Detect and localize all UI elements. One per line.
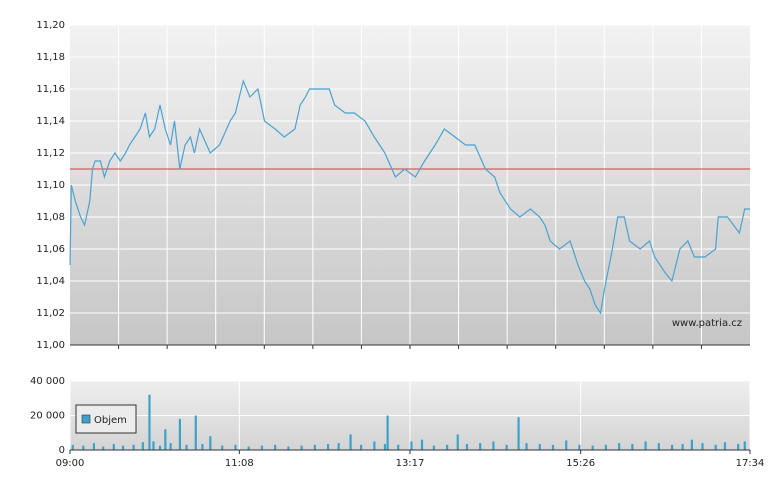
volume-bar: [92, 443, 96, 450]
volume-bar: [326, 443, 330, 450]
volume-bar: [618, 443, 621, 450]
volume-bar: [185, 444, 188, 450]
y-tick-label: 11,00: [36, 340, 65, 351]
volume-bar: [591, 445, 594, 450]
y-tick-label: 11,08: [36, 212, 65, 223]
volume-bar: [234, 444, 237, 450]
x-tick-label: 15:26: [566, 458, 595, 469]
volume-bar: [194, 415, 197, 450]
volume-bar: [82, 445, 85, 450]
volume-bar: [525, 443, 528, 450]
volume-bar: [169, 443, 172, 450]
x-tick-label: 17:34: [736, 458, 765, 469]
volume-bar: [373, 441, 376, 450]
volume-bar: [670, 444, 674, 450]
volume-bar: [313, 444, 316, 450]
volume-bar: [644, 441, 647, 450]
x-tick-label: 13:17: [396, 458, 425, 469]
legend-swatch: [81, 414, 91, 424]
volume-bar: [701, 443, 704, 450]
volume-bar: [112, 443, 115, 450]
volume-bar: [723, 442, 727, 450]
volume-bar: [158, 445, 162, 450]
y-tick-label: 11,10: [36, 180, 65, 191]
y-tick-label: 20 000: [30, 411, 65, 422]
volume-bar: [538, 443, 541, 450]
volume-bar: [141, 442, 144, 450]
volume-bar: [420, 439, 424, 450]
y-tick-label: 11,18: [36, 52, 65, 63]
y-tick-label: 0: [59, 445, 65, 456]
price-line: [69, 79, 750, 315]
volume-bar: [551, 444, 555, 450]
y-tick-label: 40 000: [30, 376, 65, 387]
volume-bar: [690, 439, 693, 450]
volume-bar: [209, 436, 212, 450]
volume-bar: [383, 443, 387, 450]
volume-bar: [148, 394, 151, 450]
y-tick-label: 11,14: [36, 116, 65, 127]
volume-bar: [274, 444, 277, 450]
volume-bar: [465, 443, 469, 450]
volume-bar: [492, 441, 495, 450]
volume-bar: [221, 445, 224, 450]
y-tick-label: 11,16: [36, 84, 65, 95]
volume-bar: [505, 444, 508, 450]
y-tick-label: 11,02: [36, 308, 65, 319]
volume-bar: [178, 418, 182, 450]
x-tick-label: 09:00: [56, 458, 85, 469]
watermark: www.patria.cz: [672, 318, 742, 329]
volume-bar: [410, 441, 413, 450]
volume-bar: [260, 445, 264, 450]
volume-bar: [446, 444, 449, 450]
volume-bar: [201, 443, 204, 450]
volume-bar: [604, 444, 607, 450]
volume-bar: [360, 444, 363, 450]
volume-bar: [479, 443, 482, 450]
volume-bar: [737, 443, 740, 450]
y-tick-label: 11,20: [36, 20, 65, 31]
volume-bar: [164, 429, 167, 450]
x-tick-label: 11:08: [225, 458, 254, 469]
volume-bar: [132, 444, 135, 450]
y-tick-label: 11,04: [36, 276, 65, 287]
volume-bar: [657, 443, 660, 450]
volume-bar: [247, 446, 250, 450]
volume-bar: [714, 444, 717, 450]
volume-bar: [681, 443, 684, 450]
volume-bar: [300, 445, 303, 450]
volume-bar: [121, 445, 125, 450]
y-tick-label: 11,06: [36, 244, 65, 255]
volume-bar: [102, 446, 105, 450]
volume-bar: [386, 415, 389, 450]
volume-bar: [71, 444, 74, 450]
y-tick-label: 11,12: [36, 148, 65, 159]
volume-bar: [517, 417, 520, 450]
legend-label: Objem: [94, 415, 127, 426]
volume-bar: [432, 445, 436, 450]
volume-bar: [337, 443, 340, 450]
volume-bar: [631, 443, 634, 450]
volume-bar: [456, 434, 459, 450]
volume-bar: [578, 444, 581, 450]
volume-bar: [565, 440, 568, 450]
volume-bar: [152, 441, 155, 450]
volume-bar: [287, 446, 290, 450]
volume-bar: [349, 434, 352, 450]
volume-bar: [743, 441, 746, 450]
volume-bar: [397, 444, 400, 450]
